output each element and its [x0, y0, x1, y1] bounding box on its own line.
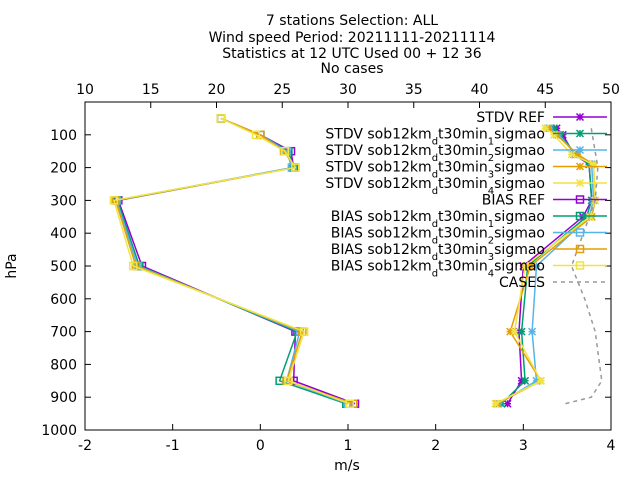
series-9	[109, 114, 355, 409]
x2-tick-label: 15	[142, 82, 160, 98]
series-line	[114, 117, 354, 405]
series-line	[112, 117, 351, 405]
data-point	[291, 163, 300, 172]
x-tick-label: 0	[256, 438, 265, 454]
title-line-1: 7 stations Selection: ALL	[266, 13, 438, 29]
data-point	[567, 150, 576, 159]
y-axis-label: hPa	[4, 253, 20, 278]
data-point	[521, 376, 530, 385]
legend-label: BIAS sob12kmdt30min1sigmao	[331, 209, 545, 230]
x-tick-label: 3	[519, 438, 528, 454]
legend-label: STDV REF	[476, 110, 545, 126]
legend-label: BIAS sob12kmdt30min4sigmao	[331, 259, 545, 280]
data-point	[128, 261, 138, 271]
data-point	[109, 196, 119, 205]
x-axis-label: m/s	[334, 458, 360, 474]
series-line	[496, 127, 596, 405]
data-point	[521, 261, 530, 271]
legend-marker	[575, 228, 585, 237]
series-line	[564, 128, 603, 405]
chart-title: 7 stations Selection: ALL Wind speed Per…	[209, 13, 496, 77]
series-5	[114, 114, 360, 409]
data-point	[517, 327, 526, 336]
legend-marker	[575, 261, 585, 270]
y-tick-label: 900	[50, 390, 77, 406]
title-line-3: Statistics at 12 UTC Used 00 + 12 36	[222, 46, 482, 62]
data-point	[284, 376, 293, 386]
legend-marker	[575, 211, 585, 221]
series-8	[111, 114, 358, 409]
x-tick-label: -2	[78, 438, 92, 454]
x-tick-label: 1	[344, 438, 353, 454]
y-tick-label: 600	[50, 292, 77, 308]
x2-tick-label: 20	[208, 82, 226, 98]
data-point	[549, 130, 559, 139]
data-point	[510, 327, 519, 336]
series-line	[117, 117, 356, 405]
y-tick-label: 800	[50, 357, 77, 373]
series-10	[564, 128, 603, 405]
x2-tick-label: 30	[339, 82, 357, 98]
x-tick-label: -1	[166, 438, 180, 454]
x2-tick-label: 35	[405, 82, 423, 98]
data-point	[536, 376, 545, 385]
y-tick-label: 700	[50, 325, 77, 341]
legend-label: STDV sob12kmdt30min1sigmao	[325, 127, 545, 148]
series-group	[109, 114, 603, 409]
legend-marker	[575, 178, 585, 188]
legend-marker	[575, 195, 585, 204]
data-point	[528, 327, 537, 336]
x2-tick-label: 10	[76, 82, 94, 98]
x2-tick-label: 25	[273, 82, 291, 98]
data-point	[541, 124, 550, 133]
x2-tick-label: 40	[471, 82, 489, 98]
legend-marker	[575, 112, 585, 122]
data-point	[517, 376, 526, 385]
data-point	[216, 114, 226, 123]
legend-marker	[575, 244, 585, 254]
y-tick-label: 500	[50, 259, 77, 275]
y-tick-label: 200	[50, 161, 77, 177]
data-point	[299, 327, 309, 336]
title-line-4: No cases	[321, 61, 384, 77]
series-line	[115, 117, 349, 405]
series-line	[116, 117, 347, 405]
data-point	[280, 146, 290, 156]
legend-label: STDV sob12kmdt30min2sigmao	[325, 143, 545, 164]
legend-label: BIAS sob12kmdt30min2sigmao	[331, 226, 545, 247]
legend-label: BIAS sob12kmdt30min3sigmao	[331, 242, 545, 263]
y-tick-label: 400	[50, 226, 77, 242]
axes: -2 -1 0 1 2 3 4 10 15 20 25 30 35 40 45 50 100 200 300 400 5…	[41, 82, 620, 454]
x2-tick-label: 50	[602, 82, 620, 98]
title-line-2: Wind speed Period: 20211111-20211114	[209, 30, 496, 46]
legend-marker	[575, 129, 585, 138]
legend-marker	[575, 145, 585, 155]
legend-label: STDV sob12kmdt30min4sigmao	[325, 176, 545, 197]
legend-marker	[575, 162, 585, 171]
data-point	[251, 130, 261, 140]
series-6	[113, 114, 351, 409]
y-tick-label: 1000	[41, 423, 77, 439]
data-point	[503, 399, 512, 408]
legend-label: BIAS REF	[482, 193, 545, 209]
legend-label: CASES	[499, 275, 545, 291]
legend-label: STDV sob12kmdt30min3sigmao	[325, 160, 545, 181]
y-tick-label: 300	[50, 193, 77, 209]
data-point	[345, 399, 355, 409]
x2-tick-label: 45	[536, 82, 554, 98]
x-tick-label: 2	[431, 438, 440, 454]
series-7	[112, 114, 353, 409]
y-tick-label: 100	[50, 128, 77, 144]
x-tick-label: 4	[607, 438, 616, 454]
data-point	[491, 399, 500, 408]
